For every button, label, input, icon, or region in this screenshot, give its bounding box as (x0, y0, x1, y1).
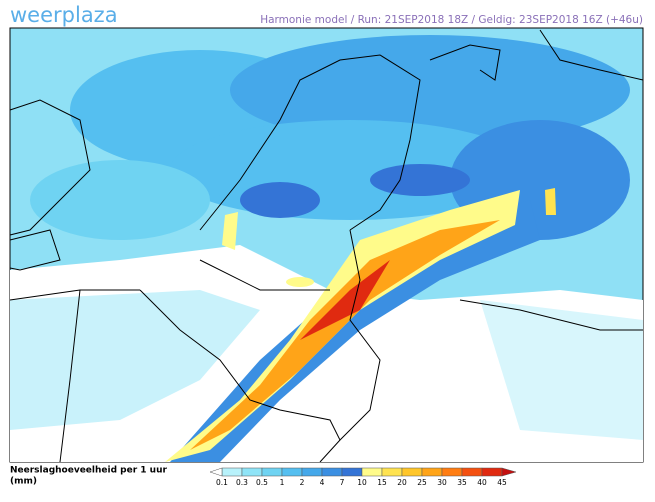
legend-swatch (401, 467, 423, 477)
legend-label: 30 (437, 478, 447, 487)
legend-label: 0.5 (256, 478, 268, 487)
legend-swatch (481, 467, 503, 477)
legend-label: 20 (397, 478, 407, 487)
legend-swatch (381, 467, 403, 477)
legend-label: 7 (340, 478, 345, 487)
legend-label: 40 (477, 478, 487, 487)
legend-label: 1 (280, 478, 285, 487)
legend-swatch (221, 467, 243, 477)
legend-swatch (361, 467, 383, 477)
map (9, 27, 644, 463)
legend-label: 2 (300, 478, 305, 487)
legend-label: 15 (377, 478, 387, 487)
legend-unit: (mm) (10, 477, 37, 487)
legend-label: 45 (497, 478, 507, 487)
legend-swatch (421, 467, 443, 477)
legend-swatch (341, 467, 363, 477)
legend-label: 0.3 (236, 478, 248, 487)
legend-swatch (261, 467, 283, 477)
legend-label: 25 (417, 478, 427, 487)
legend-label: 0.1 (216, 478, 228, 487)
legend-swatch (281, 467, 303, 477)
legend-swatch (461, 467, 483, 477)
legend: 0.1 0.3 0.5 1 2 4 7 10 15 20 25 30 35 40 45 (209, 467, 517, 487)
legend-swatch (501, 467, 517, 477)
legend-label: 10 (357, 478, 367, 487)
legend-swatch (241, 467, 263, 477)
legend-swatch (441, 467, 463, 477)
legend-swatch (321, 467, 343, 477)
legend-swatch (301, 467, 323, 477)
legend-title: Neerslaghoeveelheid per 1 uur (10, 466, 167, 476)
run-info: Harmonie model / Run: 21SEP2018 18Z / Ge… (260, 14, 643, 26)
legend-start (209, 467, 223, 477)
legend-label: 4 (320, 478, 325, 487)
brand: weerplaza (10, 3, 118, 27)
legend-label: 35 (457, 478, 467, 487)
